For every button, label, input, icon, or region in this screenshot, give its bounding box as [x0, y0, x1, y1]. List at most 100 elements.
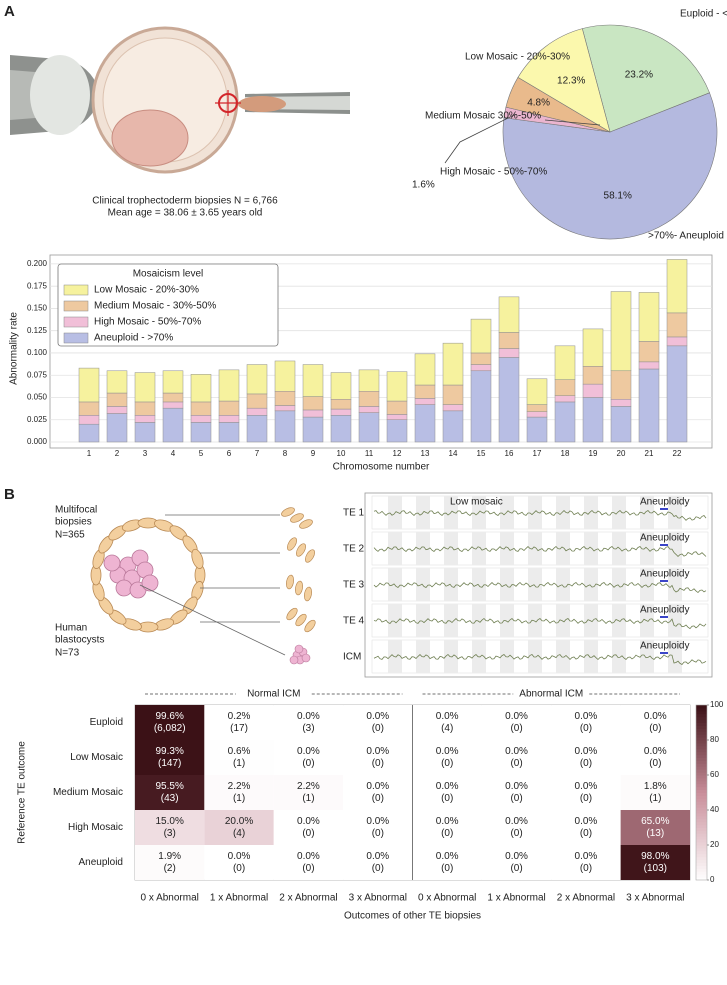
cell-count-label: (4)	[441, 723, 453, 734]
cnv-row-label: ICM	[343, 652, 361, 663]
bar-segment	[470, 364, 492, 372]
colorbar-step	[696, 786, 707, 791]
bar-segment	[610, 399, 632, 407]
x-tick-label: 2	[115, 449, 120, 458]
bar-segment	[162, 407, 184, 443]
chromosome-band	[640, 568, 654, 601]
cell-count-label: (1)	[233, 793, 245, 804]
heatmap-cell	[204, 740, 274, 775]
chromosome-band	[584, 640, 598, 673]
colorbar-tick-label: 20	[710, 840, 719, 849]
y-tick-label: 0.125	[27, 326, 48, 335]
te-cell	[304, 619, 316, 633]
y-tick-label: 0.075	[27, 370, 48, 379]
bar-segment	[526, 416, 548, 443]
heatmap-cell	[481, 775, 552, 810]
cnv-annotation: Aneuploidy	[640, 533, 689, 544]
colorbar-step	[696, 862, 707, 866]
row-label: Low Mosaic	[70, 752, 123, 763]
colorbar-step	[696, 760, 707, 764]
heatmap-cell	[620, 705, 690, 740]
bar-segment	[386, 419, 408, 443]
x-tick-label: 1	[87, 449, 92, 458]
colorbar-step	[696, 716, 707, 721]
cell-value-label: 0.2%	[228, 711, 251, 722]
cell-count-label: (0)	[649, 723, 661, 734]
bar-segment	[386, 414, 408, 420]
cell-count-label: (17)	[230, 723, 248, 734]
cell-value-label: 99.6%	[156, 711, 184, 722]
bar-segment	[582, 383, 604, 398]
pie-category-label: Medium Mosaic 30%-50%	[425, 111, 541, 122]
colorbar-step	[696, 842, 707, 846]
pie-value-label: 1.6%	[412, 180, 435, 191]
heatmap-cell	[343, 740, 413, 775]
chromosome-band	[388, 604, 402, 637]
cnv-annotation: Aneuploidy	[640, 497, 689, 508]
heatmap-cell	[135, 775, 205, 810]
chromosome-band	[472, 604, 486, 637]
cnv-trace	[373, 509, 707, 521]
leader-line	[444, 113, 516, 164]
x-tick-label: 6	[227, 449, 232, 458]
cell-value-label: 0.0%	[505, 851, 528, 862]
colorbar-step	[696, 847, 707, 852]
cell-value-label: 65.0%	[641, 816, 669, 827]
te-cell	[305, 549, 315, 563]
bar-segment	[106, 370, 128, 394]
icm-cell	[294, 644, 304, 654]
legend-label: Medium Mosaic - 30%-50%	[94, 301, 216, 312]
bar-segment	[274, 360, 296, 392]
legend-title: Mosaicism level	[133, 269, 204, 280]
heatmap-cell	[135, 740, 205, 775]
heatmap-cell	[481, 810, 552, 845]
cell-count-label: (0)	[441, 863, 453, 874]
colorbar-step	[696, 772, 707, 776]
legend-label: High Mosaic - 50%-70%	[94, 317, 201, 328]
chromosome-band	[668, 640, 682, 673]
cnv-trace	[373, 545, 707, 557]
chromosome-band	[472, 568, 486, 601]
cnv-row-label: TE 1	[343, 508, 365, 519]
te-cell	[295, 613, 307, 627]
bar-segment	[358, 390, 380, 407]
x-tick-label: 22	[673, 449, 682, 458]
row-label: Aneuploid	[79, 857, 123, 868]
icm-cell	[141, 574, 159, 592]
heatmap-cell	[412, 705, 482, 740]
x-tick-label: 16	[505, 449, 514, 458]
cell-count-label: (0)	[580, 723, 592, 734]
colorbar-step	[696, 850, 707, 855]
column-label: 3 x Abnormal	[349, 893, 407, 904]
chromosome-band	[612, 568, 626, 601]
bar-segment	[526, 378, 548, 405]
row-label: High Mosaic	[68, 822, 123, 833]
column-label: 2 x Abnormal	[279, 893, 337, 904]
cnv-row-label: TE 2	[343, 544, 365, 555]
colorbar-step	[696, 713, 707, 718]
pie-slice	[517, 28, 611, 133]
bar-segment	[330, 415, 352, 443]
cell-value-label: 0.0%	[644, 746, 667, 757]
bar-segment	[554, 345, 576, 380]
chromosome-band	[668, 604, 682, 637]
te-cell	[281, 507, 295, 517]
bar-segment	[358, 412, 380, 443]
cell-value-label: 99.3%	[156, 746, 184, 757]
te-cell	[294, 580, 304, 596]
colorbar-step	[696, 859, 707, 863]
bar-segment	[470, 352, 492, 365]
bar-segment	[274, 390, 296, 406]
heatmap-cell	[204, 705, 274, 740]
chromosome-band	[556, 496, 570, 529]
cell-value-label: 0.0%	[436, 746, 459, 757]
legend-swatch	[63, 284, 89, 296]
colorbar-step	[696, 792, 707, 796]
bar-segment	[246, 393, 268, 409]
heatmap-cell	[551, 845, 621, 880]
chromosome-band	[500, 604, 514, 637]
colorbar-step	[696, 725, 707, 729]
cell-count-label: (0)	[510, 828, 522, 839]
colorbar-step	[696, 812, 707, 817]
